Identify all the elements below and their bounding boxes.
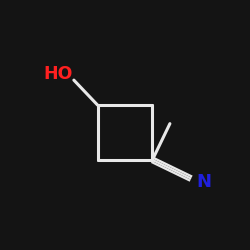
Text: HO: HO bbox=[43, 65, 72, 83]
Text: N: N bbox=[197, 173, 212, 191]
